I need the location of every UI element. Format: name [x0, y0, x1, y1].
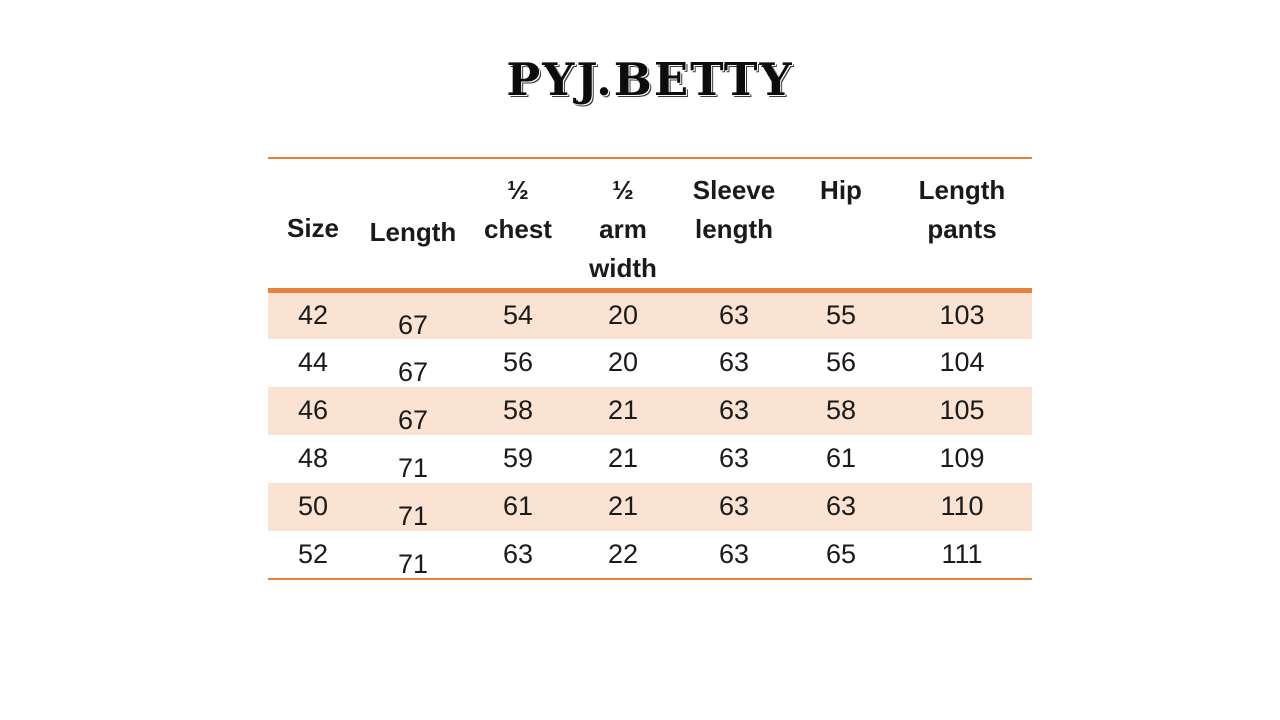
cell-half-chest: 61 [502, 491, 534, 521]
cell-length: 67 [358, 291, 468, 341]
cell-hip: 61 [825, 443, 857, 473]
cell-half-arm-width: 21 [607, 395, 639, 425]
cell-half-arm-width: 21 [607, 443, 639, 473]
cell-half-arm-width: 20 [607, 300, 639, 331]
cell-sleeve-length: 63 [718, 538, 750, 569]
cell-size: 48 [297, 443, 329, 473]
column-header-label: Size [286, 213, 340, 243]
cell-length-pants: 109 [939, 443, 985, 473]
column-header-label: ½ arm width [589, 175, 657, 283]
table-row: 42 67 54 20 63 55 103 [268, 290, 1032, 341]
cell-half-arm-width: 20 [607, 347, 639, 377]
cell-sleeve-length: 63 [718, 443, 750, 473]
table-header: Size Length ½ chest ½ arm width Sleeve l… [268, 158, 1032, 291]
table-row: 46 67 58 21 63 58 105 [268, 386, 1032, 435]
cell-half-chest: 54 [502, 300, 534, 331]
cell-length: 71 [358, 531, 468, 579]
column-header-label: Sleeve length [692, 175, 776, 244]
cell-size: 52 [297, 538, 329, 569]
header-cell-hip: Hip [790, 158, 892, 291]
cell-size: 46 [297, 395, 329, 425]
cell-length-value: 71 [397, 453, 429, 483]
table-row: 52 71 63 22 63 65 111 [268, 531, 1032, 579]
cell-length: 71 [358, 435, 468, 483]
cell-hip: 58 [825, 395, 857, 425]
cell-half-chest: 58 [502, 395, 534, 425]
page-title: PYJ.BETTY [506, 53, 794, 106]
cell-hip: 55 [825, 300, 857, 331]
header-cell-half-chest: ½ chest [468, 158, 568, 291]
header-row: Size Length ½ chest ½ arm width Sleeve l… [268, 158, 1032, 291]
cell-length-value: 71 [397, 548, 429, 579]
cell-hip: 63 [825, 491, 857, 521]
table-row: 44 67 56 20 63 56 104 [268, 339, 1032, 387]
cell-sleeve-length: 63 [718, 300, 750, 331]
header-cell-sleeve-length: Sleeve length [678, 158, 790, 291]
table-row: 50 71 61 21 63 63 110 [268, 482, 1032, 531]
cell-half-chest: 59 [502, 443, 534, 473]
cell-length: 67 [358, 387, 468, 435]
cell-half-arm-width: 21 [607, 491, 639, 521]
cell-half-arm-width: 22 [607, 538, 639, 569]
header-cell-half-arm-width: ½ arm width [568, 158, 678, 291]
header-cell-length-pants: Length pants [892, 158, 1032, 291]
table-row: 48 71 59 21 63 61 109 [268, 435, 1032, 483]
cell-length: 67 [358, 339, 468, 387]
cell-hip: 56 [825, 347, 857, 377]
cell-sleeve-length: 63 [718, 395, 750, 425]
cell-length-value: 67 [397, 357, 429, 387]
table-body: 42 67 54 20 63 55 103 44 67 56 20 63 56 … [268, 290, 1032, 579]
header-cell-length: Length [358, 158, 468, 291]
size-chart-table: Size Length ½ chest ½ arm width Sleeve l… [268, 157, 1032, 580]
column-header-label: Length [369, 217, 457, 247]
cell-size: 44 [297, 347, 329, 377]
cell-length-pants: 105 [939, 395, 985, 425]
cell-length-value: 71 [397, 501, 429, 531]
cell-length: 71 [358, 483, 468, 531]
cell-length-value: 67 [397, 405, 429, 435]
cell-length-value: 67 [397, 310, 429, 341]
cell-length-pants: 103 [939, 300, 985, 331]
cell-half-chest: 56 [502, 347, 534, 377]
cell-sleeve-length: 63 [718, 347, 750, 377]
cell-length-pants: 104 [939, 347, 985, 377]
column-header-label: Length pants [918, 175, 1006, 244]
cell-sleeve-length: 63 [718, 491, 750, 521]
cell-size: 42 [297, 300, 329, 331]
cell-length-pants: 111 [941, 538, 983, 569]
header-cell-size: Size [268, 158, 358, 291]
cell-size: 50 [297, 491, 329, 521]
column-header-label: Hip [820, 175, 862, 205]
cell-length-pants: 110 [940, 491, 984, 521]
cell-half-chest: 63 [502, 538, 534, 569]
column-header-label: ½ chest [484, 175, 552, 244]
cell-hip: 65 [825, 538, 857, 569]
